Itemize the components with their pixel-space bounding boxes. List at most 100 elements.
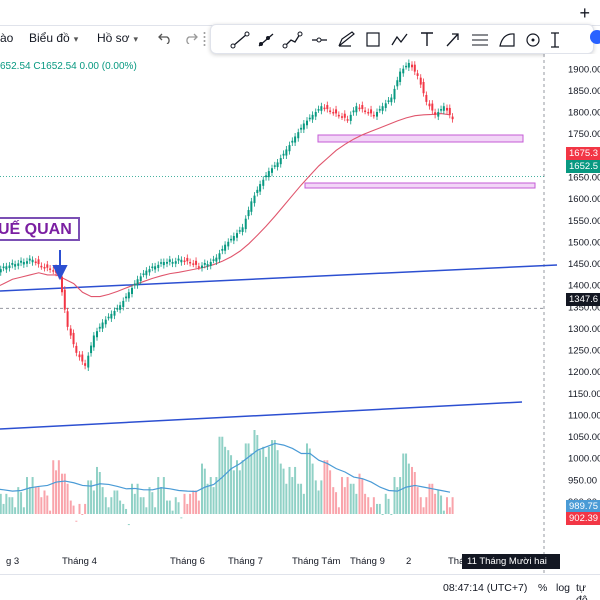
circle-icon[interactable]: [526, 33, 540, 47]
info-line-icon[interactable]: [282, 31, 303, 49]
horizontal-line-icon[interactable]: [312, 37, 327, 43]
pen-icon[interactable]: [338, 31, 355, 47]
undo-icon[interactable]: [158, 32, 172, 44]
volume-bar: [384, 493, 387, 514]
arrow-icon[interactable]: [446, 33, 459, 47]
volume-bar: [157, 477, 160, 514]
volume-bar: [104, 497, 107, 514]
annotation-label[interactable]: UẾ QUAN: [0, 217, 80, 241]
candle-body: [113, 310, 116, 316]
candle-body: [402, 68, 405, 74]
candle-body: [218, 253, 221, 260]
volume-bar: [346, 477, 349, 514]
volume-bar: [189, 493, 192, 514]
volume-bar: [381, 514, 384, 515]
volume-bar: [232, 470, 235, 514]
candle-body: [177, 258, 180, 261]
trend-line-upper[interactable]: [0, 264, 558, 292]
candle-body: [361, 105, 364, 110]
volume-bar: [378, 503, 381, 514]
volume-bar: [431, 483, 434, 514]
volume-bar: [75, 520, 78, 522]
volume-bar: [186, 503, 189, 514]
candle-body: [265, 175, 268, 178]
stroke: [232, 33, 248, 47]
volume-bar: [393, 477, 396, 514]
volume-bar: [66, 483, 69, 514]
stroke: [551, 32, 559, 48]
volume-bar: [282, 468, 285, 514]
volume-bar: [358, 473, 361, 514]
log-toggle[interactable]: log: [556, 582, 571, 594]
clock-readout: 08:47:14 (UTC+7): [443, 582, 528, 594]
vertical-line-icon[interactable]: [551, 32, 559, 48]
volume-bar: [5, 493, 8, 514]
volume-bar: [72, 505, 75, 514]
volume-bar: [110, 497, 113, 514]
candle-body: [244, 218, 247, 230]
candle-body: [411, 64, 413, 68]
parallel-channel-icon[interactable]: [472, 34, 488, 46]
candle-body: [92, 335, 95, 348]
volume-bar: [49, 510, 52, 514]
drawing-tools: [230, 31, 559, 49]
candle-body: [446, 107, 448, 111]
trend-line-icon[interactable]: [230, 31, 250, 49]
volume-bar: [160, 487, 163, 514]
candle-body: [160, 262, 163, 264]
node: [282, 43, 288, 49]
volume-bar: [442, 510, 445, 514]
volume-bar: [361, 478, 364, 514]
volume-bar: [337, 507, 340, 514]
candle-body: [370, 109, 373, 114]
arc-icon[interactable]: [499, 33, 515, 47]
candle-body: [341, 116, 343, 118]
chart-type-button[interactable]: Biểu đồ ▾: [29, 31, 78, 45]
candle-body: [197, 266, 200, 268]
path-icon[interactable]: [391, 33, 408, 46]
rectangle-icon[interactable]: [366, 32, 380, 47]
percent-toggle[interactable]: %: [538, 582, 548, 594]
interval-button[interactable]: ào: [0, 31, 14, 45]
volume-bar: [57, 460, 60, 514]
candle-body: [101, 322, 104, 329]
redo-icon[interactable]: [184, 32, 198, 44]
drag-handle-icon[interactable]: [203, 31, 206, 47]
volume-bar: [352, 483, 355, 514]
candle-body: [393, 88, 396, 100]
price-chart[interactable]: 1900.001850.001800.001750.001700.001650.…: [0, 54, 600, 574]
candle-body: [72, 332, 75, 345]
volume-bar: [405, 453, 408, 514]
auto-scale-toggle[interactable]: tự độ: [576, 582, 588, 600]
ray-icon[interactable]: [258, 33, 274, 47]
node: [297, 31, 303, 37]
candle-body: [174, 261, 177, 264]
candle-body: [241, 227, 244, 232]
price-axis[interactable]: [545, 54, 600, 574]
candle-body: [22, 261, 25, 265]
candle-body: [422, 81, 425, 94]
volume-bar: [396, 487, 399, 514]
volume-bar: [320, 480, 323, 514]
candle-body: [425, 94, 428, 102]
volume-bar: [399, 477, 402, 514]
stroke: [284, 33, 301, 47]
candle-body: [367, 111, 370, 114]
plus-icon[interactable]: +: [579, 3, 590, 23]
text-icon[interactable]: [421, 32, 433, 46]
stroke: [391, 33, 408, 46]
candle-body: [195, 260, 198, 265]
candle-body: [183, 260, 186, 263]
trend-line-lower[interactable]: [0, 401, 523, 430]
candle-body: [407, 62, 410, 68]
volume-bar: [133, 493, 136, 514]
candle-body: [104, 319, 107, 325]
profile-button[interactable]: Hồ sơ ▾: [97, 31, 138, 45]
support-zone[interactable]: [304, 182, 536, 189]
volume-bar: [256, 435, 259, 514]
volume-bar: [419, 497, 422, 514]
resistance-zone[interactable]: [317, 134, 524, 143]
y-tick-label: 1200.00: [568, 367, 600, 378]
settings-round-button[interactable]: [590, 30, 600, 44]
candle-body: [364, 110, 367, 113]
